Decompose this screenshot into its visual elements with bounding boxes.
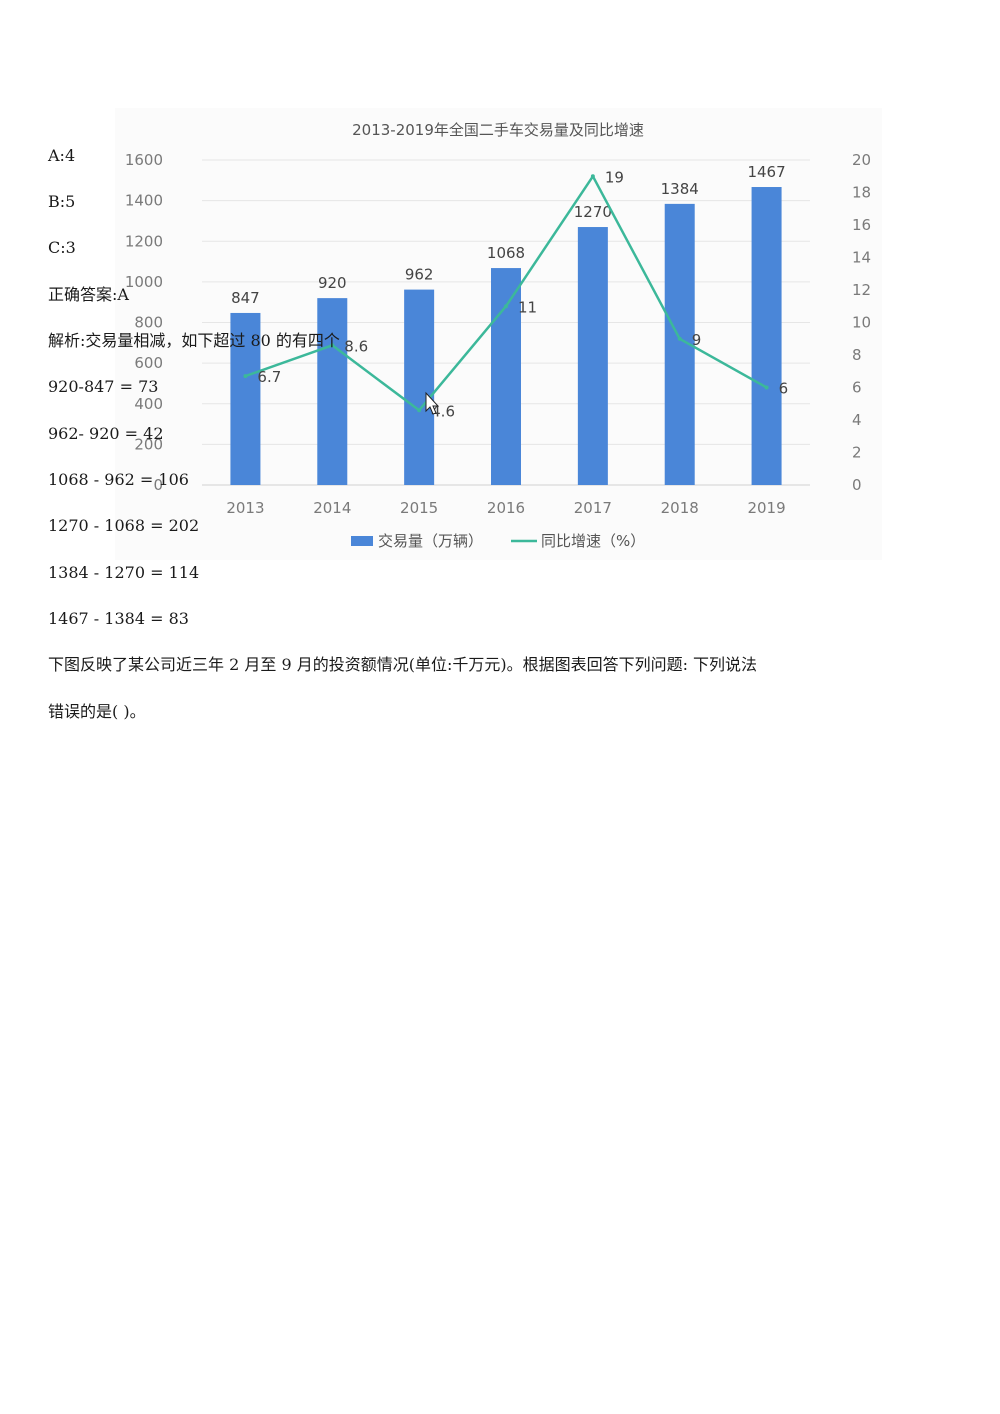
option-a: A:4 xyxy=(48,146,76,165)
y-left-tick-label: 1200 xyxy=(125,232,163,250)
bar xyxy=(404,289,435,485)
bar xyxy=(317,298,348,485)
calculation-line: 920-847 = 73 xyxy=(48,377,159,396)
y-left-tick-label: 1600 xyxy=(125,151,163,169)
x-tick-label: 2013 xyxy=(226,499,264,517)
line-point xyxy=(590,174,595,179)
legend-bar-label: 交易量（万辆） xyxy=(378,532,483,550)
bar-data-label: 1467 xyxy=(747,163,785,181)
bar-data-label: 1384 xyxy=(661,180,699,198)
next-question-line-1: 下图反映了某公司近三年 2 月至 9 月的投资额情况(单位:千万元)。根据图表回… xyxy=(48,655,758,674)
line-data-label: 6 xyxy=(779,380,789,398)
x-tick-label: 2015 xyxy=(400,499,438,517)
y-left-tick-label: 0 xyxy=(153,476,163,494)
calculation-line: 1270 - 1068 = 202 xyxy=(48,516,200,535)
option-b: B:5 xyxy=(48,192,76,211)
line-point xyxy=(417,408,422,413)
next-question-line-2: 错误的是( )。 xyxy=(48,702,146,721)
y-right-tick-label: 6 xyxy=(852,379,862,397)
line-data-label: 11 xyxy=(518,298,537,316)
correct-answer: 正确答案:A xyxy=(48,285,129,304)
calculation-line: 1467 - 1384 = 83 xyxy=(48,609,189,628)
y-left-tick-label: 1000 xyxy=(125,273,163,291)
y-right-tick-label: 10 xyxy=(852,314,871,332)
bar xyxy=(577,227,608,485)
bar-data-label: 1270 xyxy=(574,203,612,221)
bar xyxy=(751,187,782,485)
y-right-tick-label: 12 xyxy=(852,281,871,299)
line-data-label: 9 xyxy=(692,331,702,349)
line-data-label: 6.7 xyxy=(257,368,281,386)
bar xyxy=(491,268,521,485)
y-right-tick-label: 2 xyxy=(852,444,862,462)
y-right-tick-label: 4 xyxy=(852,411,862,429)
y-left-tick-label: 800 xyxy=(134,314,163,332)
y-right-tick-label: 18 xyxy=(852,184,871,202)
bar-data-label: 847 xyxy=(231,289,260,307)
legend-line-label: 同比增速（%） xyxy=(541,532,645,550)
line-data-label: 19 xyxy=(605,168,624,186)
line-point xyxy=(677,336,682,341)
bar xyxy=(230,312,261,485)
x-tick-label: 2017 xyxy=(574,499,612,517)
chart-title: 2013-2019年全国二手车交易量及同比增速 xyxy=(352,121,644,139)
calculation-line: 1068 - 962 = 106 xyxy=(48,470,189,489)
line-point xyxy=(243,374,248,379)
line-data-label: 8.6 xyxy=(344,337,368,355)
x-tick-label: 2018 xyxy=(661,499,699,517)
y-right-tick-label: 16 xyxy=(852,216,871,234)
line-point xyxy=(504,304,508,309)
x-tick-label: 2016 xyxy=(487,499,525,517)
y-left-tick-label: 200 xyxy=(134,435,163,453)
legend-bar-swatch xyxy=(351,536,373,546)
line-point xyxy=(330,343,335,348)
y-left-tick-label: 400 xyxy=(134,395,163,413)
option-c: C:3 xyxy=(48,238,76,257)
x-tick-label: 2014 xyxy=(313,499,351,517)
y-left-tick-label: 600 xyxy=(134,354,163,372)
y-right-tick-label: 8 xyxy=(852,346,862,364)
bar-data-label: 962 xyxy=(405,266,434,284)
y-right-tick-label: 0 xyxy=(852,476,862,494)
line-data-label: 4.6 xyxy=(431,402,455,420)
x-tick-label: 2019 xyxy=(747,499,785,517)
chart-svg: 2013-2019年全国二手车交易量及同比增速02004006008001000… xyxy=(125,121,871,550)
calculation-line: 1384 - 1270 = 114 xyxy=(48,563,200,582)
y-right-tick-label: 14 xyxy=(852,249,871,267)
y-right-tick-label: 20 xyxy=(852,151,871,169)
y-left-tick-label: 1400 xyxy=(125,192,163,210)
bar-data-label: 920 xyxy=(318,274,347,292)
line-point xyxy=(764,385,769,390)
mouse-cursor-icon xyxy=(425,391,440,415)
chart-image: 2013-2019年全国二手车交易量及同比增速 0 200 400 600 800 1000… xyxy=(115,108,882,560)
calculation-line: 962- 920 = 42 xyxy=(48,424,164,443)
bar-data-label: 1068 xyxy=(487,244,525,262)
analysis-text: 解析:交易量相减，如下超过 80 的有四个 xyxy=(48,331,340,350)
